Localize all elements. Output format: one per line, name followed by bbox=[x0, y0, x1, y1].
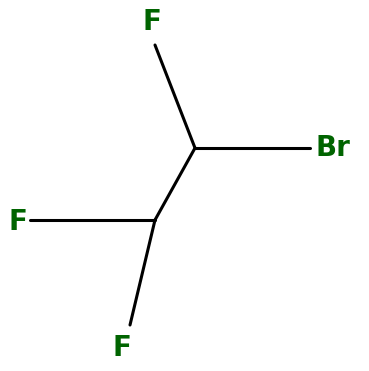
Text: F: F bbox=[8, 208, 27, 236]
Text: F: F bbox=[142, 8, 162, 36]
Text: Br: Br bbox=[315, 134, 350, 162]
Text: F: F bbox=[113, 334, 131, 362]
